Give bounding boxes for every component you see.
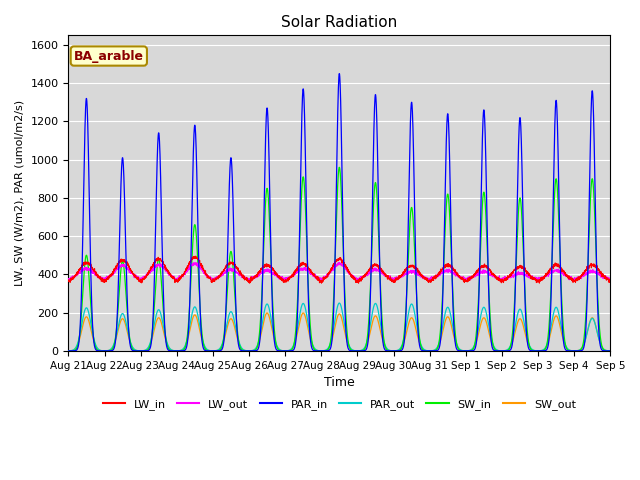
SW_in bbox=[335, 165, 343, 170]
Line: PAR_in: PAR_in bbox=[68, 73, 611, 351]
SW_out bbox=[65, 348, 72, 354]
X-axis label: Time: Time bbox=[324, 376, 355, 389]
PAR_out bbox=[162, 335, 170, 341]
LW_out bbox=[65, 276, 72, 282]
LW_in bbox=[162, 264, 170, 270]
LW_in bbox=[492, 275, 499, 280]
LW_out bbox=[606, 277, 614, 283]
Text: BA_arable: BA_arable bbox=[74, 49, 144, 62]
SW_in bbox=[607, 348, 614, 354]
PAR_out bbox=[461, 348, 468, 354]
SW_out bbox=[606, 348, 614, 354]
LW_out bbox=[162, 267, 170, 273]
Line: LW_in: LW_in bbox=[68, 256, 611, 283]
SW_out bbox=[431, 347, 438, 353]
PAR_out bbox=[607, 348, 614, 354]
PAR_out bbox=[431, 347, 438, 353]
LW_out bbox=[461, 275, 468, 281]
PAR_out bbox=[606, 348, 614, 354]
PAR_in bbox=[162, 337, 170, 343]
LW_out bbox=[431, 275, 438, 280]
Line: PAR_out: PAR_out bbox=[68, 303, 611, 351]
PAR_out bbox=[335, 300, 343, 306]
LW_in bbox=[607, 278, 614, 284]
SW_out bbox=[319, 348, 327, 354]
SW_in bbox=[492, 347, 499, 353]
PAR_in bbox=[607, 348, 614, 354]
SW_in bbox=[431, 348, 438, 353]
SW_out bbox=[461, 348, 468, 354]
SW_in bbox=[65, 348, 72, 354]
Line: SW_in: SW_in bbox=[68, 168, 611, 351]
LW_in bbox=[606, 278, 614, 284]
Legend: LW_in, LW_out, PAR_in, PAR_out, SW_in, SW_out: LW_in, LW_out, PAR_in, PAR_out, SW_in, S… bbox=[99, 395, 580, 415]
LW_out bbox=[492, 273, 499, 278]
SW_in bbox=[319, 348, 327, 354]
PAR_in bbox=[461, 348, 468, 354]
LW_in bbox=[317, 280, 325, 286]
PAR_in bbox=[431, 348, 438, 354]
PAR_in bbox=[606, 348, 614, 354]
LW_in bbox=[319, 274, 327, 280]
LW_out bbox=[319, 276, 327, 282]
SW_in bbox=[162, 335, 170, 340]
SW_out bbox=[492, 347, 499, 352]
Line: SW_out: SW_out bbox=[68, 313, 611, 351]
PAR_in bbox=[65, 348, 72, 354]
LW_in bbox=[191, 253, 199, 259]
SW_out bbox=[263, 310, 271, 316]
LW_out bbox=[335, 260, 343, 265]
Y-axis label: LW, SW (W/m2), PAR (umol/m2/s): LW, SW (W/m2), PAR (umol/m2/s) bbox=[15, 100, 25, 286]
PAR_in bbox=[319, 348, 327, 354]
LW_out bbox=[607, 277, 614, 283]
SW_out bbox=[162, 337, 170, 343]
Title: Solar Radiation: Solar Radiation bbox=[281, 15, 397, 30]
PAR_out bbox=[319, 348, 327, 354]
PAR_in bbox=[335, 71, 343, 76]
LW_out bbox=[174, 278, 182, 284]
LW_in bbox=[431, 275, 438, 281]
SW_in bbox=[606, 348, 614, 354]
PAR_in bbox=[492, 348, 499, 354]
Line: LW_out: LW_out bbox=[68, 263, 611, 281]
LW_in bbox=[65, 278, 72, 284]
SW_out bbox=[607, 348, 614, 354]
PAR_out bbox=[65, 348, 72, 354]
LW_in bbox=[461, 277, 468, 283]
PAR_out bbox=[492, 346, 499, 352]
SW_in bbox=[461, 348, 468, 354]
